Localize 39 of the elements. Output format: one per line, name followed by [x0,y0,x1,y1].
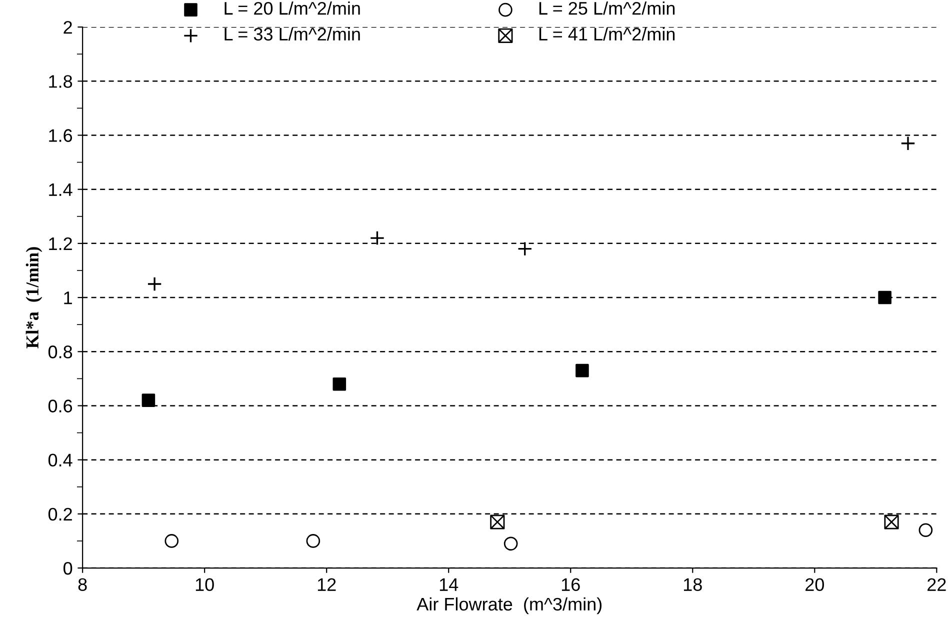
y-tick-label: 0 [64,562,72,575]
point [878,290,892,304]
x-axis-title: Air Flowrate (m^3/min) [416,597,602,614]
point [332,377,346,391]
x-tick-label: 8 [78,578,87,591]
x-tick-label: 22 [928,578,946,591]
y-tick-label: 1.6 [49,129,72,142]
y-tick-label: 1.4 [49,183,72,196]
y-tick-label: 2 [64,20,72,34]
point [884,514,899,530]
y-tick-label: 0.2 [48,508,72,521]
point [504,536,518,551]
legend-label: L = 41 L/m^2/min [539,27,675,41]
x-tick-label: 10 [196,578,214,591]
y-tick-label: 0.6 [48,400,72,412]
x-tick-label: 20 [806,578,824,591]
point [142,394,156,407]
point [164,534,179,548]
point [306,534,320,548]
legend-label: L = 25 L/m^2/min [539,1,675,15]
point [576,364,589,378]
y-tick-label: 0.8 [48,346,72,358]
x-tick-label: 14 [440,578,458,591]
point [900,136,916,151]
y-axis-title: Kl*a (1/min) [26,247,42,348]
y-tick-label: 1.2 [49,237,72,250]
x-tick-label: 18 [684,578,702,591]
point [147,276,162,292]
x-tick-label: 16 [562,578,580,591]
point [517,241,532,256]
point [490,514,505,530]
legend-label: L = 20 L/m^2/min [224,1,360,15]
y-tick-label: 0.4 [48,454,72,467]
x-tick-label: 12 [318,578,336,591]
y-tick-label: 1.8 [49,75,72,88]
legend-label: L = 33 L/m^2/min [224,27,360,41]
point [918,523,933,538]
point [370,230,385,246]
y-tick-label: 1 [64,292,72,304]
